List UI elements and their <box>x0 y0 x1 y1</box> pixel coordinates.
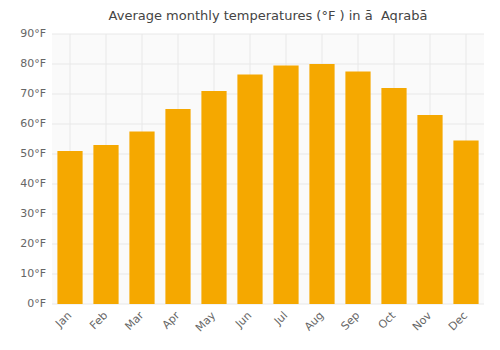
y-tick-label: 30°F <box>20 207 46 220</box>
bar <box>57 151 82 304</box>
x-tick-label: Aug <box>302 309 326 333</box>
x-tick-label: Jan <box>52 309 74 331</box>
y-tick-label: 0°F <box>27 297 46 310</box>
plot-background <box>52 34 484 304</box>
y-tick-label: 10°F <box>20 267 46 280</box>
bar <box>453 141 478 305</box>
title: Average monthly temperatures (°F ) in ā … <box>109 8 428 23</box>
bar <box>309 64 334 304</box>
y-grid-line <box>52 64 484 65</box>
bar <box>417 115 442 304</box>
x-tick-label: Sep <box>338 309 362 333</box>
bar <box>201 91 226 304</box>
x-tick-label: Oct <box>376 309 399 332</box>
y-tick-label: 40°F <box>20 177 46 190</box>
bars <box>57 64 478 304</box>
grid <box>52 34 484 304</box>
x-tick-label: Dec <box>446 309 470 333</box>
bar <box>273 66 298 305</box>
y-tick-label: 60°F <box>20 117 46 130</box>
x-tick-label: Jun <box>232 309 254 331</box>
y-tick-label: 70°F <box>20 87 46 100</box>
x-tick-label: Apr <box>160 309 183 332</box>
x-tick-label: Mar <box>122 309 146 333</box>
x-tick-label: Nov <box>410 309 435 334</box>
bar <box>381 88 406 304</box>
y-tick-label: 90°F <box>20 27 46 40</box>
x-tick-label: Jul <box>271 309 290 328</box>
y-grid-line <box>52 34 484 35</box>
x-tick-label: May <box>193 309 219 335</box>
chart: 0°F 10°F 20°F 30°F 40°F 50°F 60°F 70°F 80°F 90°F J… <box>0 0 500 350</box>
y-tick-label: 50°F <box>20 147 46 160</box>
bar <box>345 72 370 305</box>
x-tick-label: Feb <box>87 309 110 332</box>
y-tick-label: 20°F <box>20 237 46 250</box>
bar <box>93 145 118 304</box>
bar <box>237 75 262 305</box>
y-grid-line <box>52 94 484 95</box>
bar <box>129 132 154 305</box>
y-tick-label: 80°F <box>20 57 46 70</box>
bar <box>165 109 190 304</box>
chart-container: 0°F 10°F 20°F 30°F 40°F 50°F 60°F 70°F 80°F 90°F J… <box>0 0 500 350</box>
axes: 0°F 10°F 20°F 30°F 40°F 50°F 60°F 70°F 80°F 90°F J… <box>20 27 470 334</box>
